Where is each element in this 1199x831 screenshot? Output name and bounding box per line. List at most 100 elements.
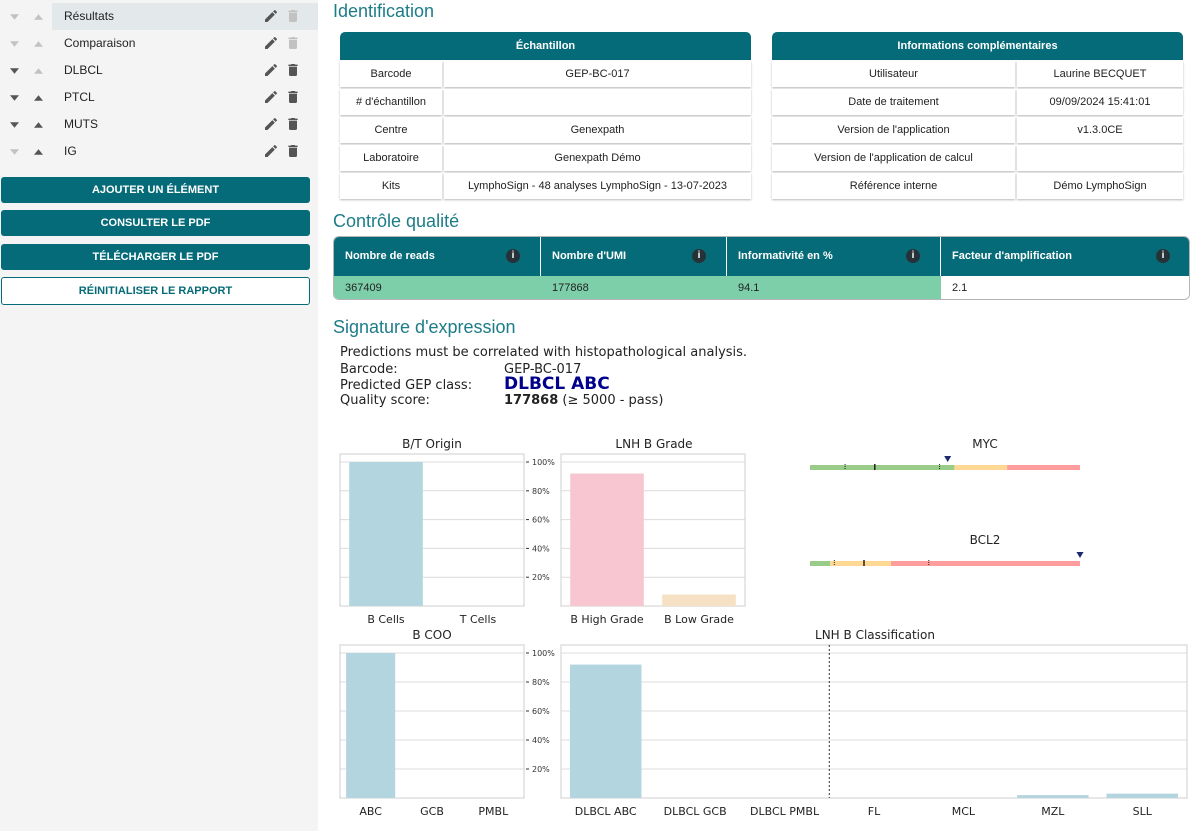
identification-title: Identification [333, 1, 435, 21]
chart-3: LNH B Classification DLBCL ABC DLBCL GCB DL… [560, 628, 1188, 818]
table-label-cell: Version de l'application [772, 117, 1015, 143]
sidebar-item-label: IG [64, 144, 77, 158]
x-tick-label: FL [868, 805, 881, 818]
qc-value-cell: 367409 [334, 276, 541, 299]
chart-frame [560, 453, 746, 607]
gauge-segment [830, 561, 891, 566]
table-label-cell: Barcode [340, 61, 442, 87]
chart-title: LNH B Grade [615, 437, 692, 451]
gauge-title: BCL2 [970, 533, 1001, 547]
move-up-icon[interactable] [30, 30, 46, 57]
gauge-segment [1007, 465, 1080, 470]
sample-table-header: Échantillon [340, 32, 751, 60]
bar-mzl [1017, 795, 1089, 798]
move-down-icon[interactable] [6, 138, 22, 165]
info-icon[interactable]: i [506, 249, 520, 263]
move-down-icon[interactable] [6, 111, 22, 138]
pencil-icon[interactable] [263, 8, 279, 24]
table-value-cell: LymphoSign - 48 analyses LymphoSign - 13… [444, 173, 751, 199]
signature-title: Signature d'expression [333, 317, 516, 337]
pencil-icon[interactable] [263, 35, 279, 51]
move-up-icon[interactable] [30, 138, 46, 165]
bar-b-low-grade [662, 594, 736, 606]
table-value-cell: v1.3.0CE [1017, 117, 1183, 143]
predicted-class-value: DLBCL ABC [504, 374, 610, 394]
x-tick-label: GCB [420, 805, 444, 818]
move-down-icon[interactable] [6, 84, 22, 111]
table-value-cell: GEP-BC-017 [444, 61, 751, 87]
table-value-cell: Genexpath [444, 117, 751, 143]
chart-title: LNH B Classification [815, 628, 935, 642]
chart-0: B/T Origin B Cells T Cells 20% 40% 60% 80% 100% [339, 437, 555, 626]
move-down-icon[interactable] [6, 30, 22, 57]
pencil-icon[interactable] [263, 116, 279, 132]
sample-table: Échantillon Barcode GEP-BC-017 # d'échanti… [340, 32, 751, 200]
table-label-cell: Utilisateur [772, 61, 1015, 87]
sidebar-item[interactable]: PTCL [0, 84, 318, 111]
move-down-icon[interactable] [6, 3, 22, 30]
y-tick-label: 40% [532, 544, 550, 553]
gauge-segment [810, 465, 955, 470]
move-down-icon[interactable] [6, 57, 22, 84]
bar-b-high-grade [570, 473, 644, 606]
qc-value-cell: 2.1 [941, 276, 1189, 299]
add-item-button[interactable]: AJOUTER UN ÉLÉMENT [1, 177, 310, 203]
trash-icon[interactable] [285, 8, 301, 24]
qc-header-label: Informativité en % [738, 250, 833, 262]
quality-score-value: 177868 [504, 393, 559, 408]
extra-info-table-header: Informations complémentaires [772, 32, 1183, 60]
quality-score-suffix: (≥ 5000 - pass) [562, 393, 664, 408]
chart-title: B COO [412, 628, 451, 642]
bar-sll [1106, 793, 1179, 798]
trash-icon[interactable] [285, 89, 301, 105]
y-tick-label: 80% [532, 678, 550, 687]
move-up-icon[interactable] [30, 57, 46, 84]
quality-score-label: Quality score: [340, 393, 430, 408]
reset-report-button[interactable]: RÉINITIALISER LE RAPPORT [1, 277, 310, 305]
info-icon[interactable]: i [1156, 249, 1170, 263]
y-tick-label: 20% [532, 765, 550, 774]
view-pdf-button[interactable]: CONSULTER LE PDF [1, 210, 310, 236]
table-label-cell: Référence interne [772, 173, 1015, 199]
chart-1: LNH B Grade B High Grade B Low Grade [560, 437, 746, 626]
move-up-icon[interactable] [30, 3, 46, 30]
sidebar-item[interactable]: MUTS [0, 111, 318, 138]
y-tick-label: 60% [532, 516, 550, 525]
x-tick-label: DLBCL ABC [575, 805, 637, 818]
table-value-cell: 09/09/2024 15:41:01 [1017, 89, 1183, 115]
table-value-cell: Démo LymphoSign [1017, 173, 1183, 199]
trash-icon[interactable] [285, 116, 301, 132]
sidebar-item[interactable]: Résultats [0, 3, 318, 30]
move-up-icon[interactable] [30, 84, 46, 111]
gauge-title: MYC [972, 437, 997, 451]
table-label-cell: Kits [340, 173, 442, 199]
x-tick-label: B Low Grade [664, 613, 734, 626]
sidebar: Résultats Comparaison DLBCL PTCL MUTS IG AJOU… [0, 0, 318, 831]
trash-icon[interactable] [285, 143, 301, 159]
info-icon[interactable]: i [692, 249, 706, 263]
move-up-icon[interactable] [30, 111, 46, 138]
quality-score: 177868 (≥ 5000 - pass) [504, 393, 663, 408]
trash-icon[interactable] [285, 62, 301, 78]
sidebar-item[interactable]: Comparaison [0, 30, 318, 57]
pencil-icon[interactable] [263, 62, 279, 78]
sidebar-item[interactable]: IG [0, 138, 318, 165]
download-pdf-button[interactable]: TÉLÉCHARGER LE PDF [1, 244, 310, 270]
y-tick-label: 80% [532, 487, 550, 496]
y-tick-label: 40% [532, 736, 550, 745]
info-icon[interactable]: i [906, 249, 920, 263]
sidebar-item-highlight [52, 3, 318, 30]
qc-header-label: Facteur d'amplification [952, 250, 1072, 262]
x-tick-label: PMBL [478, 805, 509, 818]
bar-dlbcl-abc [569, 664, 642, 798]
quality-table: Nombre de reads i 367409 Nombre d'UMI i 17786… [333, 236, 1190, 300]
sidebar-item-label: Comparaison [64, 36, 136, 50]
y-tick-label: 100% [532, 458, 555, 467]
x-tick-label: MCL [952, 805, 976, 818]
sidebar-item[interactable]: DLBCL [0, 57, 318, 84]
pencil-icon[interactable] [263, 89, 279, 105]
trash-icon[interactable] [285, 35, 301, 51]
table-value-cell [1017, 145, 1183, 171]
pencil-icon[interactable] [263, 143, 279, 159]
x-tick-label: DLBCL PMBL [750, 805, 820, 818]
